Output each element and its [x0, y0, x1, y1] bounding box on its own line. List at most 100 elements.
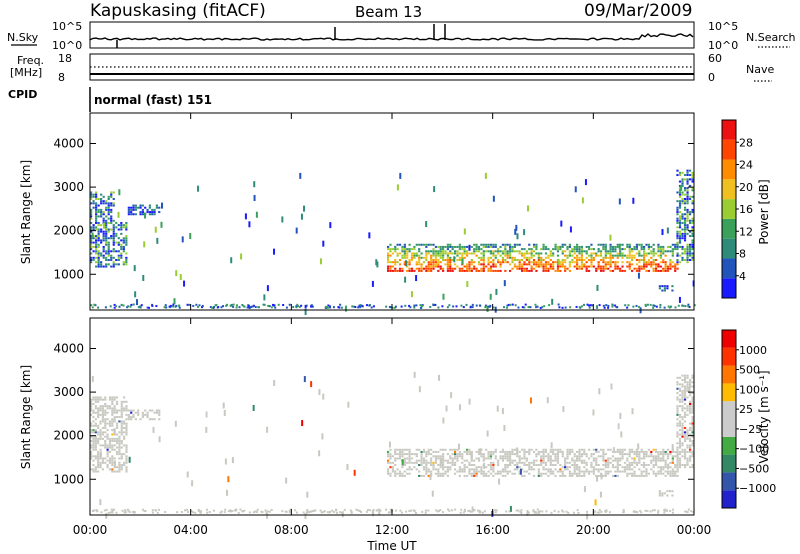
echo-cell: [450, 392, 453, 399]
echo-cell: [518, 455, 521, 458]
echo-cell: [100, 252, 103, 255]
echo-cell: [427, 261, 430, 264]
echo-cell: [688, 446, 692, 449]
echo-cell: [623, 448, 627, 451]
echo-cell: [139, 306, 142, 309]
echo-cell: [130, 208, 133, 211]
echo-cell: [403, 256, 406, 259]
echo-cell: [398, 269, 402, 272]
echo-cell: [582, 303, 585, 306]
echo-cell: [122, 224, 125, 227]
echo-cell: [645, 263, 648, 266]
echo-cell: [430, 470, 433, 473]
echo-cell: [604, 509, 607, 512]
echo-cell: [107, 237, 110, 240]
echo-cell: [487, 453, 490, 456]
echo-cell: [678, 461, 682, 464]
echo-cell: [389, 472, 392, 475]
echo-cell: [418, 263, 421, 266]
echo-cell: [513, 243, 516, 246]
echo-cell: [664, 263, 667, 266]
echo-cell: [599, 468, 603, 471]
echo-cell: [107, 204, 110, 207]
echo-cell: [253, 194, 256, 201]
echo-cell: [90, 407, 93, 410]
echo-cell: [146, 413, 149, 416]
echo-cell: [489, 461, 493, 464]
echo-cell: [94, 411, 97, 414]
echo-cell: [400, 305, 403, 308]
echo-cell: [415, 263, 418, 266]
echo-cell: [581, 197, 584, 204]
echo-cell: [461, 258, 464, 265]
echo-cell: [465, 269, 469, 272]
echo-cell: [111, 402, 114, 405]
echo-cell: [95, 219, 98, 222]
echo-cell: [418, 261, 421, 264]
echo-cell: [640, 470, 643, 473]
echo-cell: [561, 455, 564, 458]
echo-cell: [659, 468, 662, 471]
echo-cell: [175, 304, 178, 307]
echo-cell: [657, 243, 660, 246]
echo-cell: [676, 464, 679, 467]
echo-cell: [506, 450, 509, 453]
echo-cell: [528, 261, 531, 264]
echo-cell: [616, 470, 619, 473]
echo-cell: [425, 461, 428, 464]
echo-cell: [463, 510, 466, 513]
echo-cell: [651, 509, 654, 512]
echo-cell: [470, 269, 473, 272]
echo-cell: [446, 474, 449, 477]
echo-cell: [430, 254, 433, 257]
echo-cell: [532, 261, 536, 264]
echo-cell: [105, 230, 108, 233]
echo-cell: [631, 450, 634, 453]
echo-cell: [477, 245, 481, 248]
echo-cell: [688, 409, 692, 412]
echo-cell: [523, 248, 526, 251]
echo-cell: [614, 457, 617, 460]
echo-cell: [530, 248, 533, 251]
echo-cell: [130, 416, 133, 419]
echo-cell: [578, 265, 581, 268]
echo-cell: [477, 453, 481, 456]
echo-cell: [186, 510, 189, 513]
echo-cell: [90, 228, 93, 231]
echo-cell: [413, 256, 416, 259]
echo-cell: [422, 474, 426, 477]
echo-cell: [678, 464, 682, 467]
echo-cell: [499, 263, 502, 266]
echo-cell: [676, 206, 679, 209]
echo-cell: [111, 444, 114, 447]
echo-cell: [686, 459, 689, 462]
echo-cell: [398, 470, 402, 473]
colorbar-swatch: [722, 258, 736, 279]
echo-cell: [90, 226, 93, 229]
echo-cell: [102, 213, 105, 216]
echo-cell: [401, 466, 404, 469]
echo-cell: [425, 464, 428, 467]
echo-cell: [592, 453, 595, 456]
echo-cell: [146, 208, 149, 211]
echo-cell: [633, 461, 636, 464]
echo-cell: [487, 243, 490, 246]
echo-cell: [595, 457, 598, 460]
echo-cell: [688, 422, 692, 425]
echo-cell: [508, 510, 511, 513]
echo-cell: [542, 248, 545, 251]
echo-cell: [683, 230, 687, 233]
echo-cell: [602, 269, 605, 272]
echo-cell: [456, 448, 459, 451]
echo-cell: [540, 259, 543, 262]
echo-cell: [504, 243, 507, 246]
echo-cell: [284, 510, 287, 513]
echo-cell: [97, 259, 100, 262]
echo-cell: [525, 250, 528, 253]
echo-cell: [391, 466, 394, 469]
echo-cell: [492, 252, 495, 255]
echo-cell: [115, 466, 119, 469]
echo-cell: [547, 248, 550, 251]
echo-cell: [554, 248, 557, 251]
echo-cell: [619, 448, 622, 451]
